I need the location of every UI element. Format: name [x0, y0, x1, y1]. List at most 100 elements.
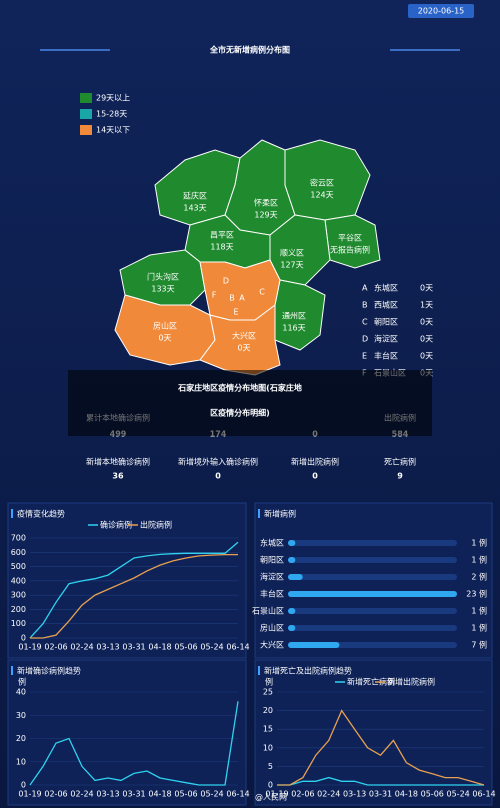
panel-marker [258, 509, 260, 518]
stat-label: 新增出院病例 [291, 457, 339, 467]
core-list-name: 朝阳区 [374, 318, 398, 327]
y-tick-label: 700 [11, 534, 26, 543]
legend-swatch [80, 125, 92, 135]
panel [7, 659, 247, 806]
bar-label: 丰台区 [260, 589, 284, 599]
x-tick-label: 03-31 [369, 790, 392, 799]
district-days: 0天 [237, 344, 250, 353]
bar-value-label: 1 例 [471, 606, 487, 616]
district-days: 143天 [183, 204, 206, 213]
bar-value-label: 7 例 [471, 640, 487, 650]
x-tick-label: 01-19 [265, 790, 288, 799]
district-days: 124天 [310, 191, 333, 200]
y-tick-label: 200 [11, 605, 26, 614]
bar-track [288, 557, 457, 563]
y-tick-label: 20 [263, 706, 273, 715]
x-tick-label: 03-13 [96, 790, 119, 799]
stat-value: 36 [112, 472, 124, 481]
line [29, 541, 239, 639]
x-tick-label: 05-06 [174, 790, 197, 799]
x-tick-label: 04-18 [148, 643, 171, 652]
core-list-days: 0天 [420, 335, 433, 344]
x-tick-label: 03-13 [96, 643, 119, 652]
y-tick-label: 15 [263, 725, 273, 734]
y-tick-label: 0 [21, 781, 26, 790]
y-tick-label: 300 [11, 591, 26, 600]
panel-title: 疫情变化趋势 [17, 509, 65, 519]
bar-label: 海淀区 [260, 572, 284, 582]
x-tick-label: 06-14 [226, 643, 249, 652]
x-tick-label: 03-31 [122, 790, 145, 799]
date: 2020-06-15 [418, 7, 465, 16]
panel-marker [258, 666, 260, 675]
x-tick-label: 02-06 [44, 643, 67, 652]
caption-line: 石家庄地区疫情分布地图(石家庄地 [177, 383, 302, 393]
x-tick-label: 05-24 [200, 643, 223, 652]
x-tick-label: 02-06 [291, 790, 314, 799]
bar-value-label: 1 例 [471, 555, 487, 565]
panel-marker [11, 509, 13, 518]
district-name: 延庆区 [183, 191, 207, 201]
core-list-key: D [362, 335, 368, 344]
bar-label: 东城区 [260, 538, 284, 548]
stat-label: 新增境外输入确诊病例 [178, 457, 258, 467]
caption-line: 区疫情分布明细) [210, 408, 270, 418]
x-tick-label: 03-13 [343, 790, 366, 799]
district-name: 通州区 [282, 311, 306, 321]
core-list-days: 0天 [420, 318, 433, 327]
bar-value-label: 1 例 [471, 538, 487, 548]
district-days: 127天 [280, 261, 303, 270]
core-list-key: C [362, 318, 368, 327]
y-tick-label: 30 [16, 711, 26, 720]
stat-label: 死亡病例 [384, 457, 416, 467]
x-tick-label: 02-06 [44, 790, 67, 799]
y-axis-label: 例 [18, 677, 26, 687]
line [29, 701, 239, 786]
panel-title: 新增确诊病例趋势 [17, 666, 81, 676]
bar [288, 540, 296, 546]
bar-value-label: 1 例 [471, 623, 487, 633]
core-list-days: 1天 [420, 301, 433, 310]
source: @人民网 [255, 793, 287, 802]
district-days: 129天 [254, 211, 277, 220]
bar [288, 591, 457, 597]
core-list-name: 海淀区 [374, 334, 398, 344]
bar [288, 574, 303, 580]
core-area [199, 259, 281, 321]
line [277, 776, 484, 786]
title: 全市无新增病例分布图 [209, 45, 290, 55]
bar-track [288, 608, 457, 614]
y-tick-label: 10 [263, 743, 273, 752]
bar [288, 608, 296, 614]
legend-label: 确诊病例 [100, 520, 132, 530]
y-tick-label: 0 [268, 781, 273, 790]
core-key: E [233, 308, 238, 317]
district-days: 133天 [151, 285, 174, 294]
y-tick-label: 20 [16, 734, 26, 743]
y-tick-label: 100 [11, 619, 26, 628]
district-name: 平谷区 [338, 234, 362, 243]
legend-label: 14天以下 [96, 126, 130, 135]
x-tick-label: 03-31 [122, 643, 145, 652]
core-list-key: E [362, 352, 367, 361]
district-name: 大兴区 [232, 331, 256, 341]
bar-label: 大兴区 [260, 640, 284, 650]
legend-swatch [80, 109, 92, 119]
district-days: 116天 [282, 324, 305, 333]
stat-value: 0 [215, 472, 221, 481]
district-name: 房山区 [153, 321, 177, 331]
bar-label: 朝阳区 [260, 556, 284, 565]
panel-title: 新增病例 [264, 509, 296, 519]
district-days: 无报告病例 [330, 245, 370, 255]
legend-label: 新增死亡病例 [347, 677, 395, 687]
district-name: 怀柔区 [254, 198, 278, 208]
panel [254, 659, 493, 806]
core-key: A [239, 294, 245, 303]
stat-value: 9 [397, 472, 403, 481]
y-tick-label: 25 [263, 688, 273, 697]
x-tick-label: 01-19 [18, 790, 41, 799]
legend-swatch [80, 93, 92, 103]
